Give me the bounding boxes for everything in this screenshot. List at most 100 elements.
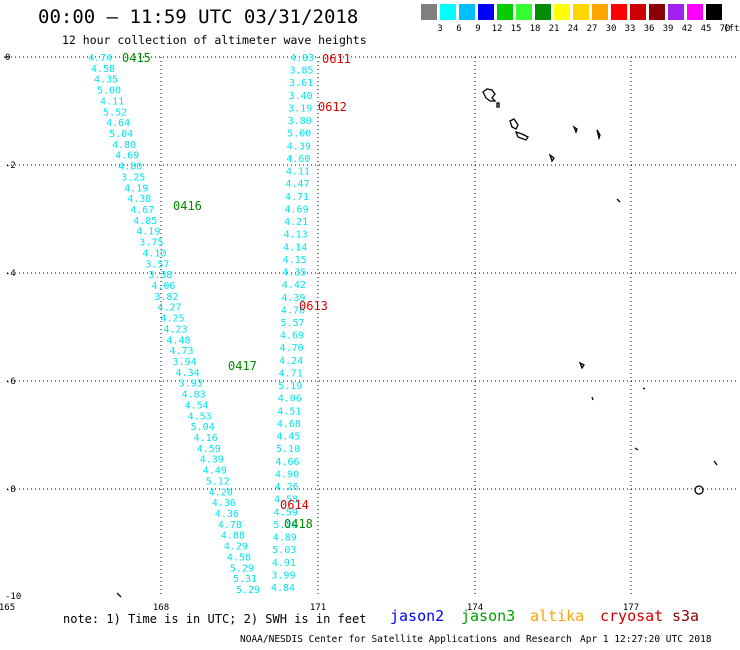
swh-value: 3.75 [139,238,163,249]
swh-value: 4.60 [286,154,310,165]
pass-time-label: 0417 [228,359,257,373]
color-scale-tick: 30 [605,24,617,34]
swh-value: 5.31 [233,574,257,585]
swh-value: 4.15 [283,255,307,266]
swh-value: 4.39 [281,293,305,304]
swh-value: 5.04 [109,129,133,140]
lat-tick-label: -2 [5,161,16,171]
color-scale-swatch [516,4,532,20]
color-scale-tick: 24 [567,24,579,34]
swh-value: 4.35 [94,75,118,86]
color-scale-tick: 9 [475,24,481,34]
lon-tick-label: 177 [623,603,639,613]
lat-tick-label: -10 [5,592,21,602]
swh-value: 4.54 [185,400,209,411]
swh-value: 5.04 [191,422,215,433]
swh-value: 4.27 [157,303,181,314]
island-coastline [694,485,704,495]
swh-value: 4.39 [287,141,311,152]
swh-value: 4.58 [91,64,115,75]
swh-value: 4.39 [200,455,224,466]
color-scale-swatch [668,4,684,20]
swh-value: 5.03 [272,545,296,556]
swh-value: 5.00 [97,86,121,97]
swh-value: 4.34 [176,368,200,379]
swh-value: 4.13 [284,230,308,241]
swh-value: 3.40 [289,91,313,102]
island-coastline [514,130,529,141]
color-scale-tick: 70 [719,24,731,34]
swh-value: 5.00 [287,129,311,140]
swh-value: 4.69 [285,204,309,215]
credit-line: NOAA/NESDIS Center for Satellite Applica… [240,634,572,645]
swh-value: 4.59 [274,507,298,518]
swh-value: 3.80 [288,116,312,127]
swh-value: 3.82 [154,292,178,303]
swh-value: 4.80 [118,162,142,173]
color-scale-swatch [478,4,494,20]
color-scale-swatch [649,4,665,20]
swh-value: 4.47 [285,179,309,190]
island-coastline [578,361,585,370]
island-coastline [572,125,578,134]
island-coastline [596,129,601,141]
swh-value: 3.99 [271,570,295,581]
island-coastline [642,387,646,390]
color-scale-swatch [440,4,456,20]
swh-value: 3.93 [179,379,203,390]
swh-value: 3.25 [121,172,145,183]
footer-note: note: 1) Time is in UTC; 2) SWH is in fe… [63,612,367,626]
color-scale-swatch [535,4,551,20]
island-coastline [548,153,555,163]
color-scale-swatch [592,4,608,20]
color-scale-tick: 27 [586,24,598,34]
swh-value: 4.36 [212,498,236,509]
color-scale-swatch [630,4,646,20]
swh-value: 4.42 [282,280,306,291]
swh-value: 4.24 [279,356,303,367]
legend-cryosat: cryosat [600,607,664,625]
pass-time-label: 0416 [173,199,202,213]
swh-value: 3.57 [145,259,169,270]
swh-value: 5.19 [278,381,302,392]
color-scale-unit: (ft) [723,24,740,34]
swh-value: 3.94 [173,357,197,368]
lat-tick-label: -4 [5,269,16,279]
swh-value: 4.84 [271,583,295,594]
color-scale-swatch [573,4,589,20]
swh-value: 4.14 [283,242,307,253]
legend-s3a: s3a [672,607,700,625]
swh-value: 4.51 [277,406,301,417]
swh-value: 4.23 [163,324,187,335]
swh-value: 4.58 [227,552,251,563]
island-coastline [116,592,122,598]
swh-value: 4.29 [224,542,248,553]
swh-value: 4.85 [133,216,157,227]
swh-value: 4.71 [285,192,309,203]
map-subtitle: 12 hour collection of altimeter wave hei… [62,33,367,47]
swh-value: 4.78 [218,520,242,531]
color-scale-tick: 45 [700,24,712,34]
swh-value: 4.25 [160,314,184,325]
swh-value: 3.61 [289,78,313,89]
swh-value: 5.29 [230,563,254,574]
swh-value: 4.64 [106,118,130,129]
swh-value: 4.21 [284,217,308,228]
color-scale-swatch [611,4,627,20]
swh-value: 4.53 [188,411,212,422]
swh-value: 4.74 [88,53,112,64]
lon-tick-label: 174 [467,603,483,613]
lat-tick-label: -6 [5,377,16,387]
swh-value: 4.38 [127,194,151,205]
swh-value: 4.80 [112,140,136,151]
legend-jason3: jason3 [461,607,516,625]
swh-value: 4.20 [209,487,233,498]
swh-value: 4.69 [115,151,139,162]
color-scale-tick: 3 [437,24,443,34]
swh-value: 3.19 [288,103,312,114]
swh-value: 4.89 [273,533,297,544]
island-coastline [482,88,497,102]
swh-value: 4.83 [182,390,206,401]
swh-value: 4.35 [282,268,306,279]
